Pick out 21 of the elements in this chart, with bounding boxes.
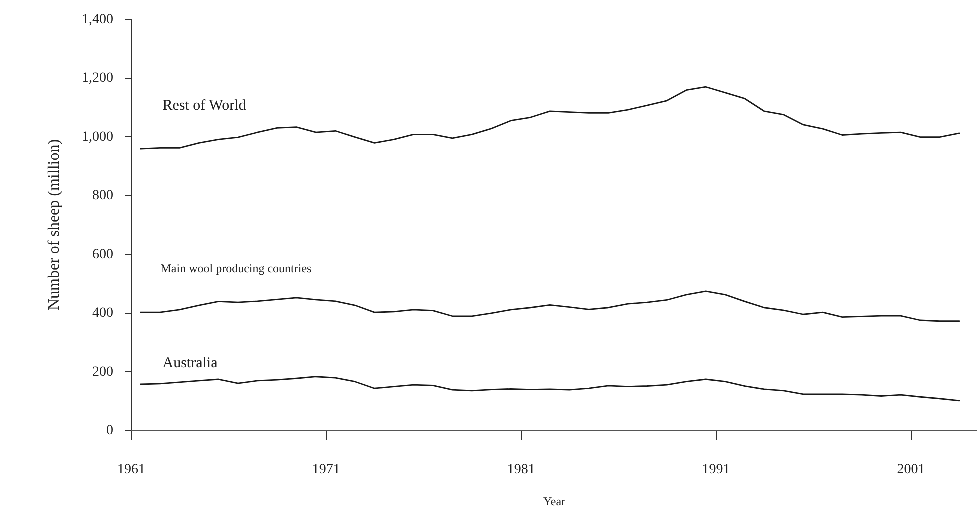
y-tick-label: 1,000	[82, 130, 114, 145]
x-tick-label: 1961	[118, 462, 146, 478]
y-tick-label: 0	[106, 424, 114, 438]
y-tick-label: 600	[92, 247, 114, 262]
y-tick-label: 400	[92, 306, 114, 322]
series-label: Main wool producing countries	[160, 262, 312, 276]
y-tick-label: 200	[92, 364, 114, 380]
series-label: Rest of World	[162, 98, 247, 114]
line-series	[140, 290, 960, 322]
series-label: Australia	[162, 355, 218, 372]
x-tick-label: 2001	[897, 462, 926, 478]
line-series	[140, 376, 960, 402]
y-tick-label: 1,400	[82, 12, 114, 28]
y-tick-label: 800	[92, 188, 114, 204]
x-tick-label: 1981	[507, 462, 536, 478]
x-axis-title: Year	[543, 494, 566, 508]
line-series	[140, 86, 960, 150]
x-tick-label: 1971	[312, 462, 340, 478]
y-tick-label: 1,200	[82, 71, 114, 86]
y-axis-title: Number of sheep (million)	[46, 139, 63, 311]
x-tick-label: 1991	[702, 462, 730, 478]
